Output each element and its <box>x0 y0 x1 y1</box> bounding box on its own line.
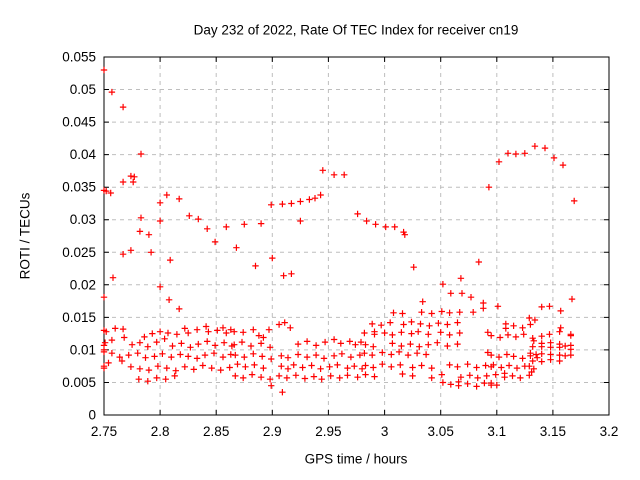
x-tick-label: 3.15 <box>540 424 566 439</box>
x-tick-label: 2.95 <box>315 424 341 439</box>
y-tick-label: 0.015 <box>62 310 96 325</box>
y-tick-label: 0.045 <box>62 115 96 130</box>
y-tick-label: 0.05 <box>70 82 96 97</box>
x-tick-label: 3.2 <box>600 424 619 439</box>
gridlines <box>104 57 609 415</box>
x-tick-label: 2.8 <box>151 424 170 439</box>
y-tick-label: 0.035 <box>62 180 96 195</box>
y-tick-label: 0.04 <box>70 147 97 162</box>
y-tick-label: 0.02 <box>70 277 96 292</box>
plot-border <box>103 56 610 416</box>
x-tick-label: 3 <box>381 424 389 439</box>
y-tick-label: 0.005 <box>62 375 96 390</box>
y-tick-label: 0.01 <box>70 342 96 357</box>
tick-labels: 2.75 2.8 2.85 2.9 2.95 3 3.05 3.1 3.15 3.2 0 0.005 0… <box>62 50 618 440</box>
x-tick-label: 2.75 <box>91 424 117 439</box>
y-tick-label: 0 <box>88 408 96 423</box>
x-axis-label: GPS time / hours <box>304 451 408 467</box>
x-tick-label: 2.9 <box>263 424 282 439</box>
x-tick-label: 2.85 <box>203 424 229 439</box>
x-tick-label: 3.05 <box>428 424 454 439</box>
data-points <box>100 66 578 396</box>
y-tick-label: 0.055 <box>62 50 96 65</box>
chart-title: Day 232 of 2022, Rate Of TEC Index for r… <box>193 22 519 38</box>
y-tick-label: 0.03 <box>70 212 96 227</box>
y-tick-label: 0.025 <box>62 245 96 260</box>
x-tick-label: 3.1 <box>487 424 506 439</box>
